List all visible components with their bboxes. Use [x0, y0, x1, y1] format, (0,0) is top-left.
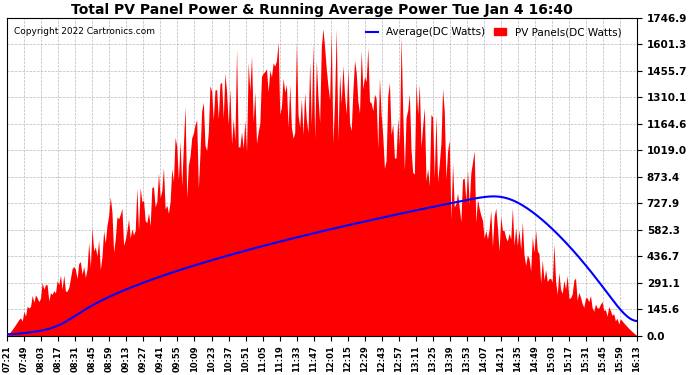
Title: Total PV Panel Power & Running Average Power Tue Jan 4 16:40: Total PV Panel Power & Running Average P… — [71, 3, 573, 17]
Text: Copyright 2022 Cartronics.com: Copyright 2022 Cartronics.com — [14, 27, 155, 36]
Legend: Average(DC Watts), PV Panels(DC Watts): Average(DC Watts), PV Panels(DC Watts) — [362, 23, 626, 42]
